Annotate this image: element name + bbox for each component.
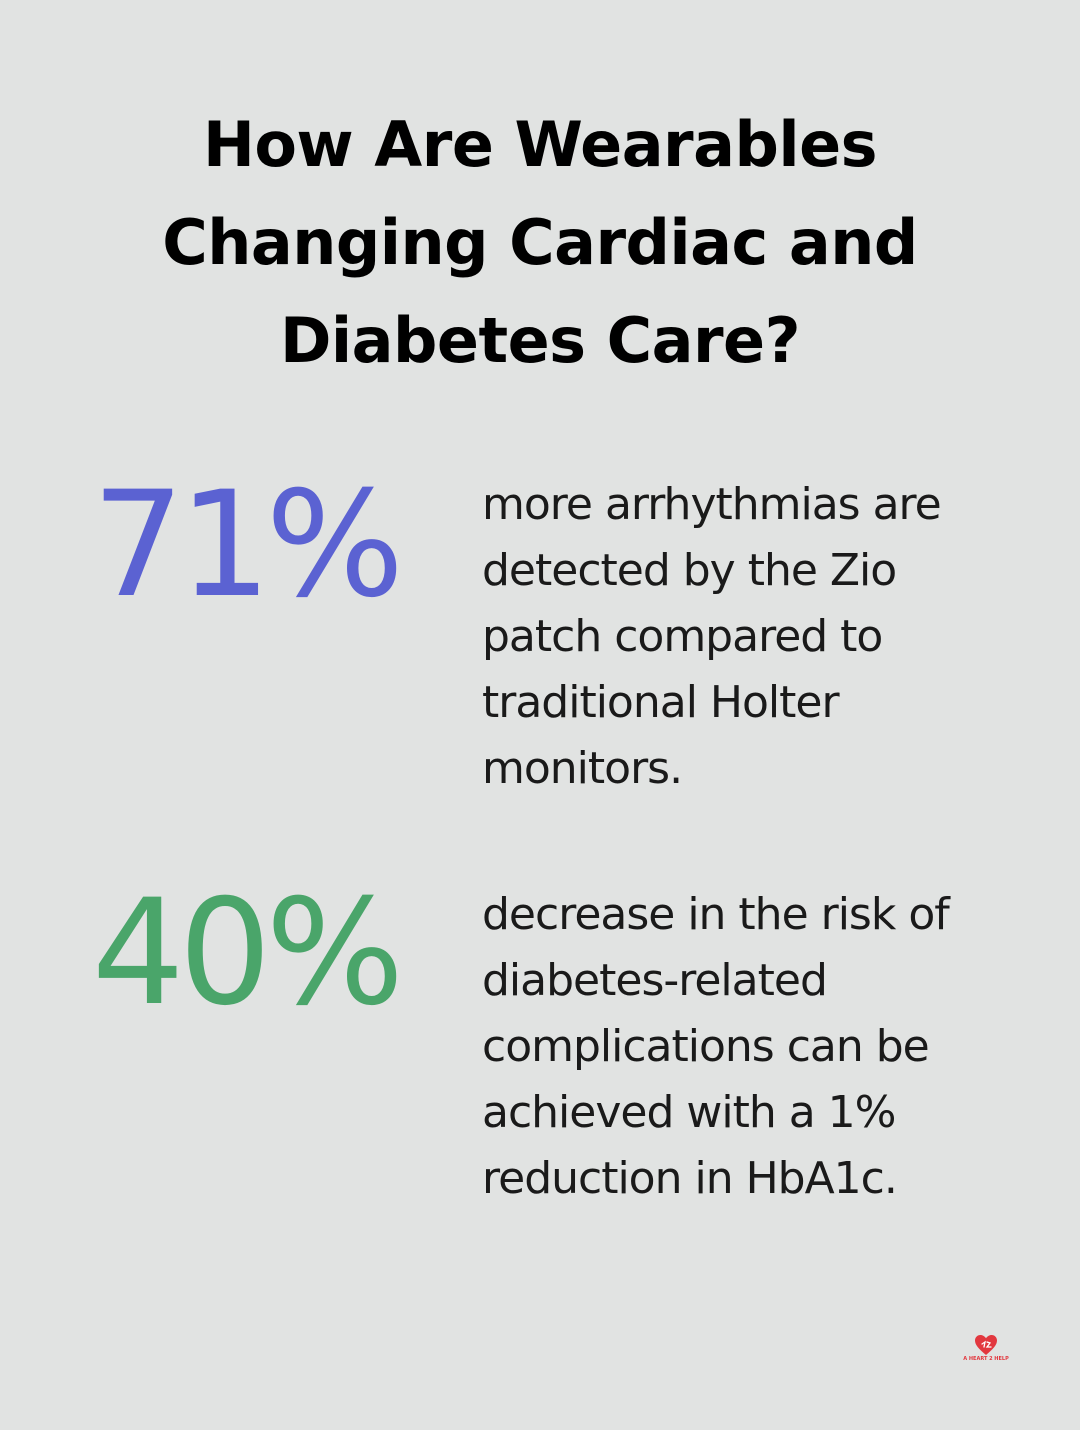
stat-description-arrhythmias: more arrhythmias are detected by the Zio… bbox=[482, 479, 942, 794]
brand-logo: A HEART 2 HELP bbox=[960, 1334, 1012, 1368]
page-title: How Are Wearables Changing Cardiac and D… bbox=[162, 108, 918, 377]
logo-text: A HEART 2 HELP bbox=[963, 1356, 1009, 1362]
heart-icon bbox=[975, 1335, 997, 1355]
stat-value-arrhythmias: 71% bbox=[91, 460, 405, 630]
stat-description-diabetes: decrease in the risk of diabetes-related… bbox=[482, 889, 950, 1204]
stat-value-diabetes: 40% bbox=[91, 868, 405, 1038]
